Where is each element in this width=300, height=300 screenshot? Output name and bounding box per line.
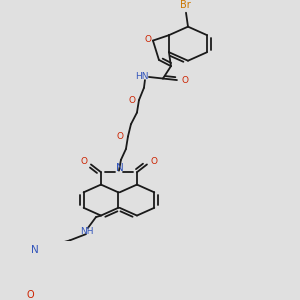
Text: NH: NH (80, 227, 94, 236)
Text: HN: HN (135, 72, 149, 81)
Text: N: N (116, 163, 124, 173)
Text: O: O (116, 132, 123, 141)
Text: O: O (128, 97, 135, 106)
Text: O: O (182, 76, 188, 85)
Text: O: O (80, 157, 87, 166)
Text: N: N (31, 245, 39, 255)
Text: O: O (144, 34, 152, 43)
Text: O: O (26, 290, 34, 300)
Text: O: O (150, 157, 158, 166)
Text: Br: Br (180, 0, 190, 10)
